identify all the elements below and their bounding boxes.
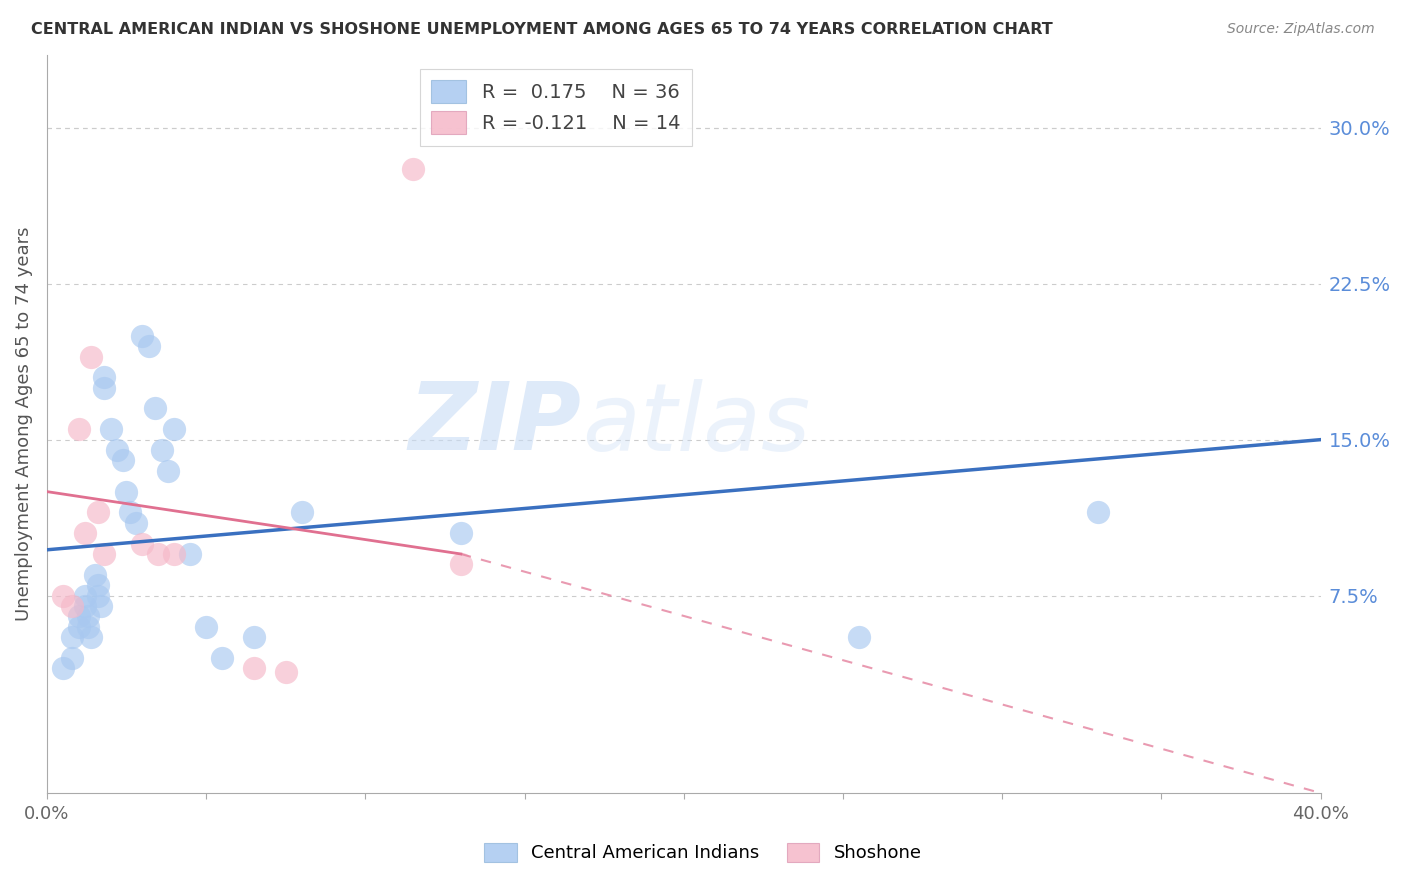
- Point: [148, 547, 170, 561]
- Point: [87, 505, 110, 519]
- Point: [163, 422, 186, 436]
- Point: [87, 589, 110, 603]
- Point: [60, 630, 83, 644]
- Text: atlas: atlas: [582, 378, 810, 469]
- Legend: Central American Indians, Shoshone: Central American Indians, Shoshone: [477, 836, 929, 870]
- Point: [77, 620, 100, 634]
- Text: ZIP: ZIP: [409, 378, 582, 470]
- Point: [100, 422, 122, 436]
- Y-axis label: Unemployment Among Ages 65 to 74 years: Unemployment Among Ages 65 to 74 years: [15, 227, 32, 622]
- Point: [105, 443, 128, 458]
- Point: [93, 370, 115, 384]
- Point: [75, 599, 97, 613]
- Point: [115, 484, 138, 499]
- Point: [291, 505, 314, 519]
- Point: [83, 567, 105, 582]
- Point: [274, 665, 297, 680]
- Point: [80, 630, 103, 644]
- Point: [195, 620, 218, 634]
- Point: [150, 443, 173, 458]
- Point: [450, 526, 472, 541]
- Point: [138, 339, 160, 353]
- Point: [60, 651, 83, 665]
- Point: [143, 401, 166, 416]
- Text: Source: ZipAtlas.com: Source: ZipAtlas.com: [1227, 22, 1375, 37]
- Text: CENTRAL AMERICAN INDIAN VS SHOSHONE UNEMPLOYMENT AMONG AGES 65 TO 74 YEARS CORRE: CENTRAL AMERICAN INDIAN VS SHOSHONE UNEM…: [31, 22, 1053, 37]
- Point: [156, 464, 179, 478]
- Point: [80, 350, 103, 364]
- Point: [163, 547, 186, 561]
- Point: [179, 547, 201, 561]
- Point: [1087, 505, 1109, 519]
- Point: [52, 589, 75, 603]
- Point: [131, 328, 153, 343]
- Point: [211, 651, 233, 665]
- Point: [243, 630, 266, 644]
- Point: [402, 162, 425, 177]
- Point: [93, 381, 115, 395]
- Point: [75, 526, 97, 541]
- Point: [67, 422, 90, 436]
- Point: [60, 599, 83, 613]
- Point: [90, 599, 112, 613]
- Point: [848, 630, 870, 644]
- Point: [131, 536, 153, 550]
- Point: [67, 620, 90, 634]
- Point: [67, 609, 90, 624]
- Point: [52, 661, 75, 675]
- Point: [75, 589, 97, 603]
- Point: [125, 516, 148, 530]
- Point: [112, 453, 135, 467]
- Point: [93, 547, 115, 561]
- Point: [450, 558, 472, 572]
- Point: [77, 609, 100, 624]
- Point: [243, 661, 266, 675]
- Legend: R =  0.175    N = 36, R = -0.121    N = 14: R = 0.175 N = 36, R = -0.121 N = 14: [419, 69, 692, 145]
- Point: [87, 578, 110, 592]
- Point: [118, 505, 141, 519]
